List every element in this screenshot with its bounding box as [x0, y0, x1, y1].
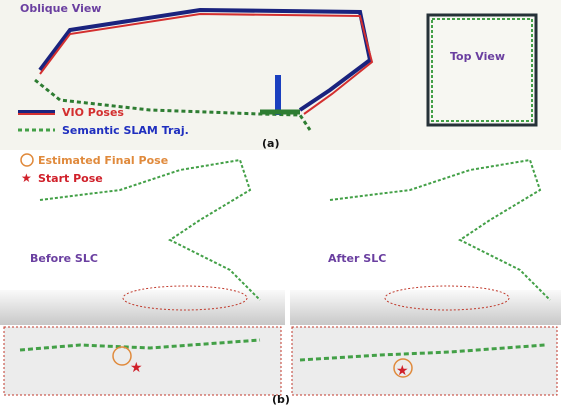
legend-label: Estimated Final Pose [38, 154, 168, 167]
legend-label: Semantic SLAM Traj. [62, 124, 189, 137]
floor [290, 290, 561, 325]
legend-label: Start Pose [38, 172, 103, 185]
zoom-box [292, 327, 557, 395]
panel-label: (a) [262, 137, 279, 150]
floor [0, 290, 285, 325]
slam-path [330, 160, 550, 300]
start-pose: ★ [130, 360, 143, 376]
figure: Oblique View Top View VIO Poses Semantic… [0, 0, 561, 405]
panel-label: (b) [272, 393, 290, 405]
legend-swatch: ★ [21, 171, 32, 185]
before-title: Before SLC [30, 252, 98, 265]
axis-marker [275, 75, 281, 115]
legend-label: VIO Poses [62, 106, 124, 119]
oblique-title: Oblique View [20, 2, 101, 15]
start-pose: ★ [396, 363, 409, 379]
top-title: Top View [450, 50, 505, 63]
after-title: After SLC [328, 252, 386, 265]
legend-swatch [21, 154, 33, 166]
